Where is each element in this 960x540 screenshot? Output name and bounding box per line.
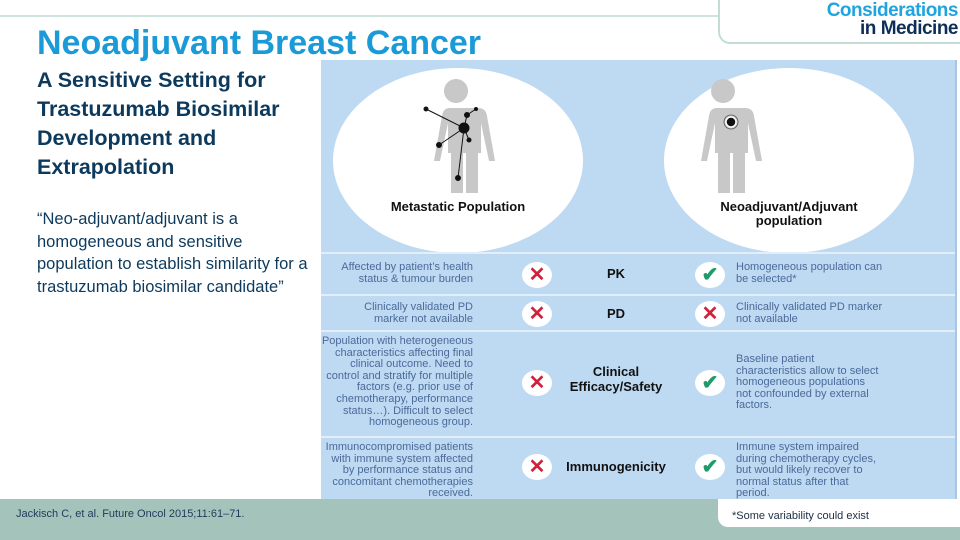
table-row: Population with heterogeneous characteri… [321, 330, 955, 436]
page-subtitle: A Sensitive Setting for Trastuzumab Bios… [37, 68, 280, 179]
metastatic-body-icon [423, 79, 495, 193]
reference: Jackisch C, et al. Future Oncol 2015;11:… [16, 508, 245, 520]
cross-icon: ✕ [522, 370, 552, 396]
check-icon: ✔ [695, 454, 725, 480]
check-icon: ✔ [695, 370, 725, 396]
footnote: *Some variability could exist [732, 510, 869, 522]
table-row: Immunocompromised patients with immune s… [321, 436, 955, 500]
metastatic-label: Metastatic Population [390, 199, 526, 214]
cross-icon: ✕ [695, 301, 725, 327]
neoadjuvant-label: Neoadjuvant/Adjuvant population [720, 199, 858, 228]
table-row: Affected by patient’s health status & tu… [321, 252, 955, 294]
neoadjuvant-body-icon [701, 79, 762, 193]
logo: Considerations in Medicine [826, 0, 959, 39]
page-title: Neoadjuvant Breast Cancer [37, 24, 482, 62]
logo-box: Considerations in Medicine [718, 0, 960, 44]
top-divider [0, 15, 720, 17]
comparison-figure: Metastatic Population Neoadjuvant/Adjuva… [321, 60, 957, 500]
check-icon: ✔ [695, 262, 725, 288]
cross-icon: ✕ [522, 262, 552, 288]
cross-icon: ✕ [522, 301, 552, 327]
table-row: Clinically validated PD marker not avail… [321, 294, 955, 330]
footnote-box [718, 499, 960, 527]
quote: “Neo-adjuvant/adjuvant is a homogeneous … [37, 210, 308, 296]
cross-icon: ✕ [522, 454, 552, 480]
